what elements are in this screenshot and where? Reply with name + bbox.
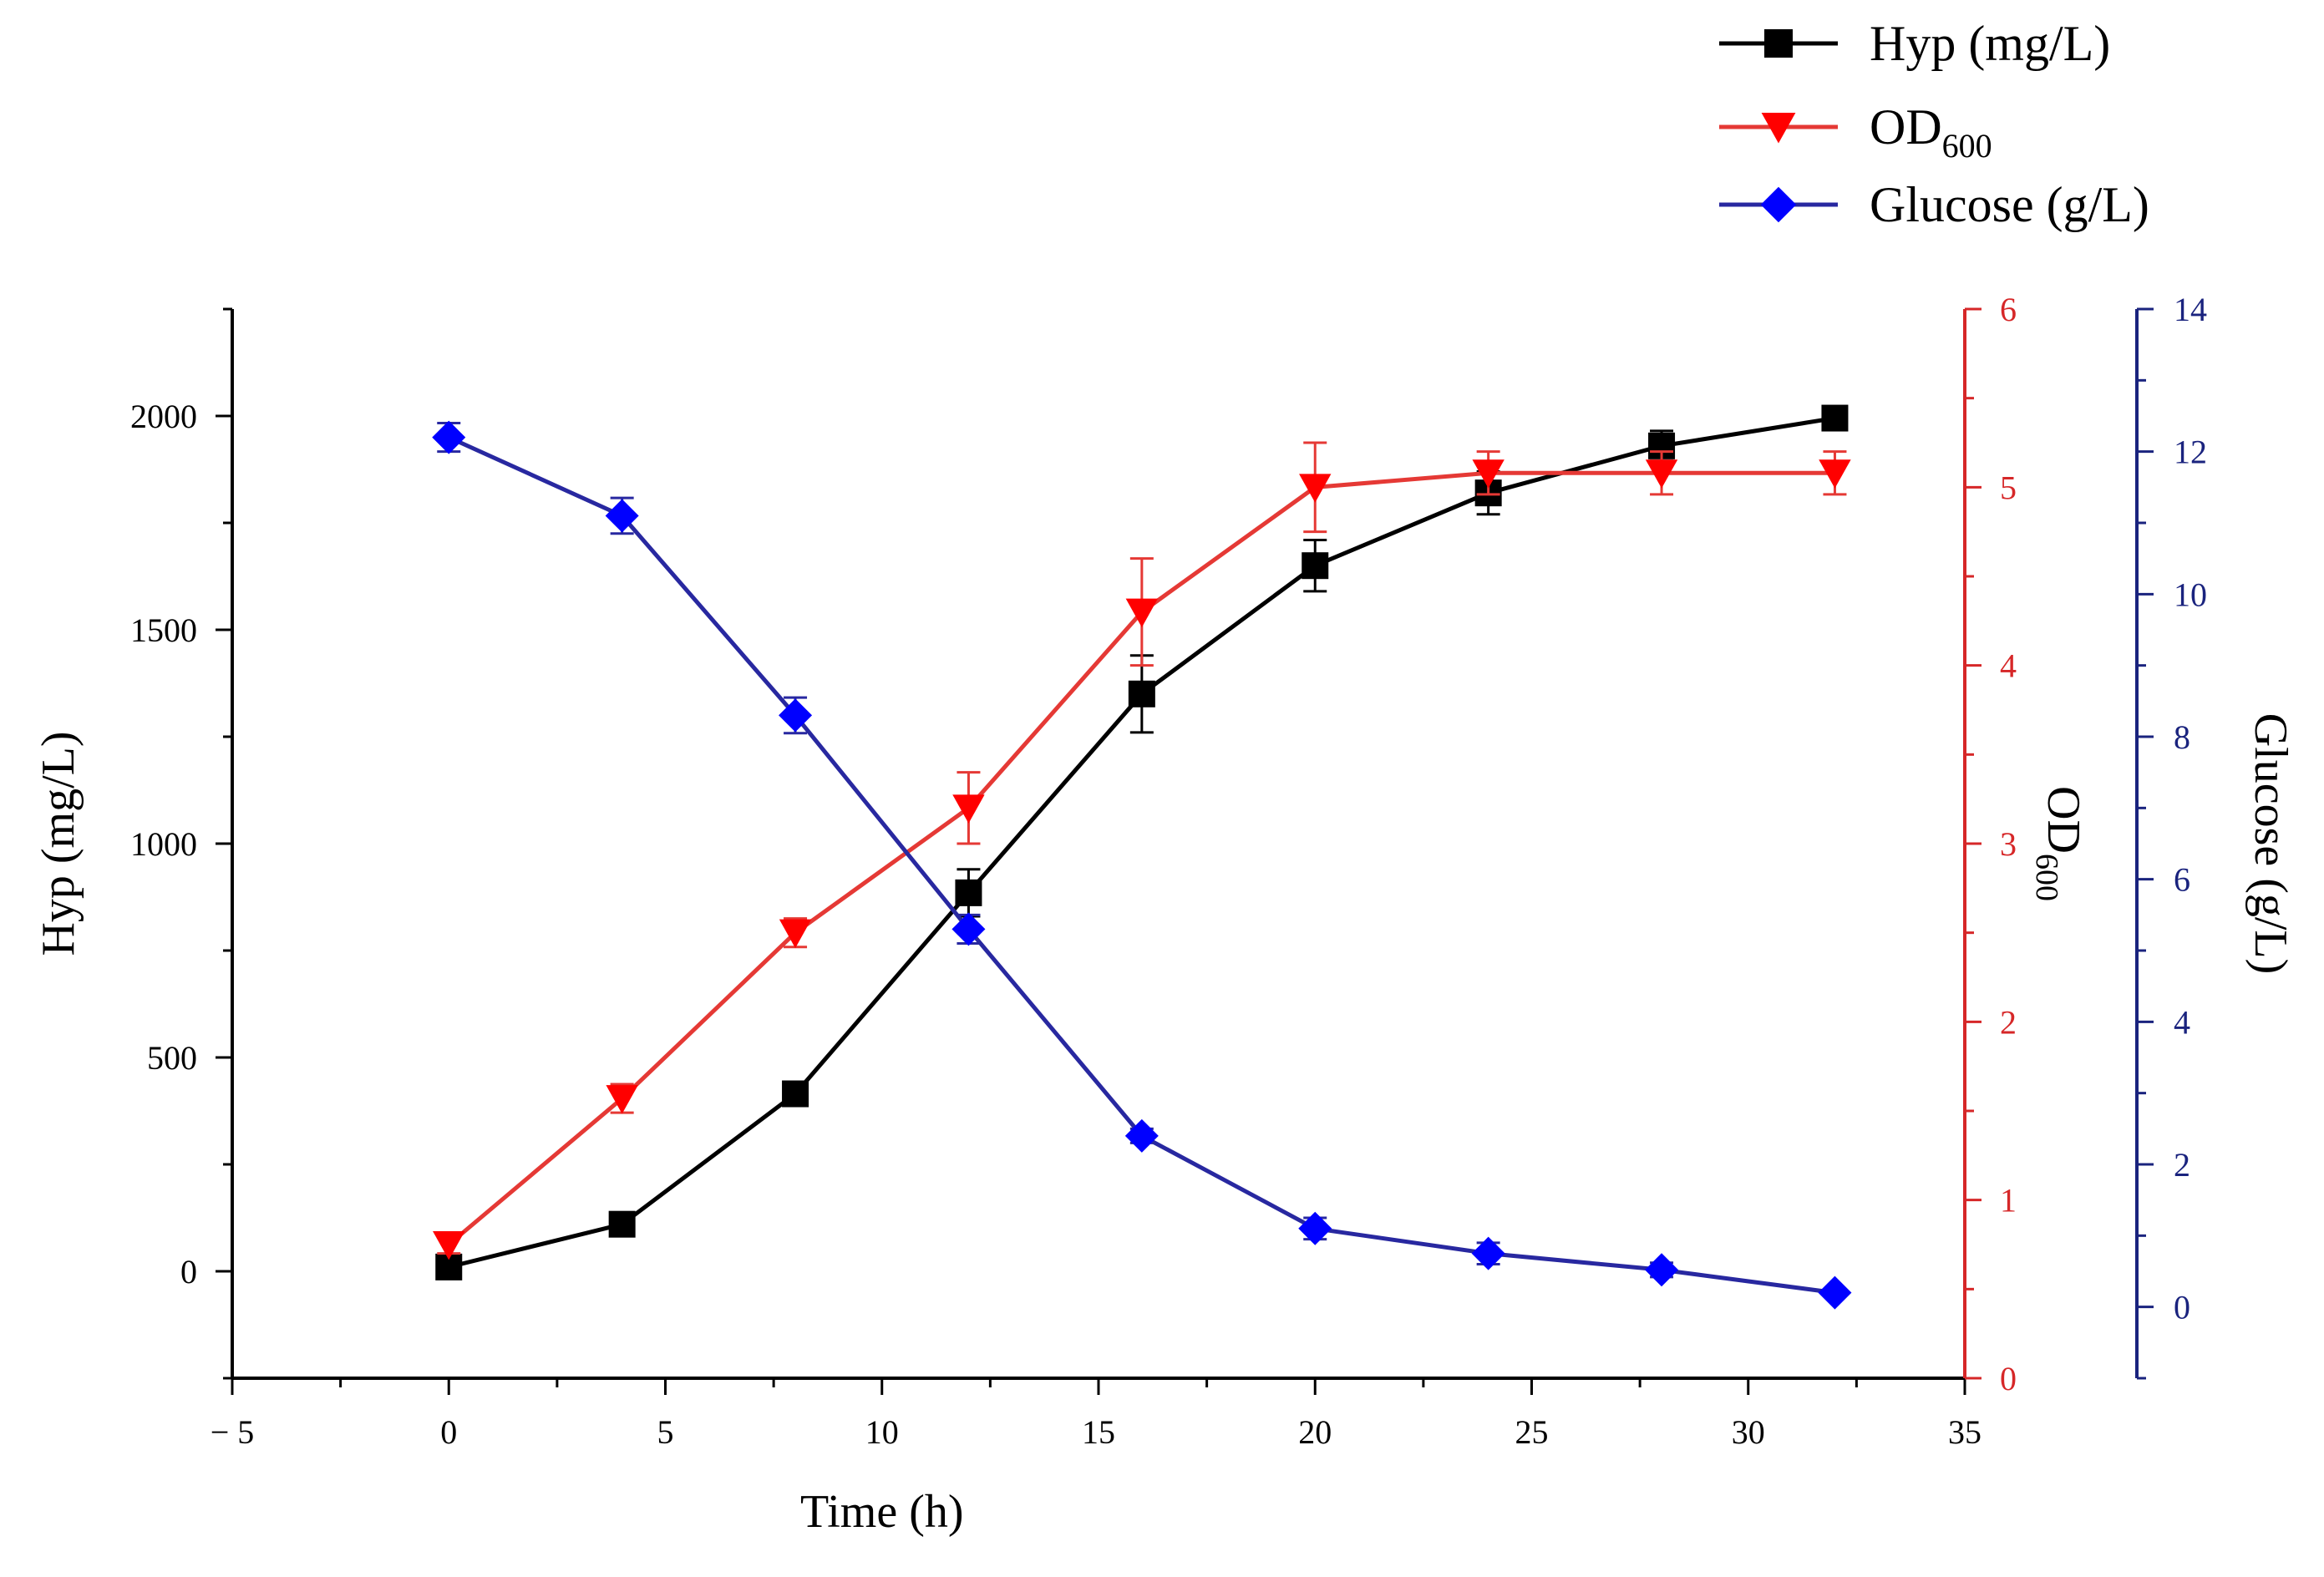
- data-point: [1645, 459, 1678, 489]
- data-point: [1472, 459, 1505, 489]
- legend-marker: [1764, 29, 1793, 58]
- y-right2-tick-label: 14: [2174, 291, 2207, 328]
- x-tick-label: 10: [865, 1413, 899, 1451]
- data-point: [1645, 1253, 1679, 1287]
- data-point: [433, 1231, 465, 1260]
- legend-entry: OD600: [1719, 99, 1992, 165]
- y-right1-tick-label: 5: [2000, 469, 2017, 506]
- y-left-tick-label: 1000: [130, 825, 197, 863]
- series-right1: [433, 441, 1851, 1260]
- data-point: [606, 1085, 638, 1114]
- y-right1-tick-label: 0: [2000, 1360, 2017, 1397]
- data-point: [779, 919, 812, 949]
- data-point: [1302, 552, 1329, 580]
- y-left-tick-label: 0: [180, 1253, 197, 1291]
- legend-entry: Glucose (g/L): [1719, 177, 2149, 232]
- data-point: [782, 1080, 809, 1108]
- data-point: [1471, 1236, 1505, 1270]
- data-point: [1128, 680, 1155, 707]
- y-right1-tick-label: 6: [2000, 291, 2017, 328]
- legend-entry: Hyp (mg/L): [1719, 16, 2110, 71]
- y-right1-tick-label: 2: [2000, 1003, 2017, 1041]
- x-tick-label: 35: [1948, 1413, 1981, 1451]
- y-right2-tick-label: 8: [2174, 718, 2190, 756]
- data-point: [1298, 1211, 1332, 1245]
- y-right2-tick-label: 6: [2174, 861, 2190, 899]
- data-point: [605, 499, 639, 533]
- x-tick-label: − 5: [211, 1413, 255, 1451]
- x-tick-label: 25: [1515, 1413, 1549, 1451]
- y-left-tick-label: 500: [147, 1039, 197, 1077]
- legend-marker: [1760, 186, 1797, 223]
- data-point: [779, 698, 813, 733]
- y-left-axis-title: Hyp (mg/L): [33, 731, 84, 956]
- legend-label: Hyp (mg/L): [1870, 16, 2110, 71]
- series-right2: [432, 420, 1852, 1310]
- data-point: [608, 1210, 636, 1238]
- x-tick-label: 30: [1732, 1413, 1765, 1451]
- data-point: [951, 912, 986, 946]
- y-right1-tick-label: 1: [2000, 1182, 2017, 1220]
- legend: Hyp (mg/L) OD600 Glucose (g/L): [1719, 16, 2149, 232]
- data-point: [1124, 1118, 1159, 1153]
- data-point: [1299, 474, 1332, 503]
- data-point: [1821, 404, 1849, 432]
- x-tick-label: 5: [657, 1413, 674, 1451]
- y-right2-tick-label: 2: [2174, 1146, 2190, 1184]
- y-right1-axis-title: OD600: [2029, 786, 2089, 901]
- legend-label: Glucose (g/L): [1870, 177, 2149, 232]
- y-right1-tick-label: 3: [2000, 825, 2017, 863]
- data-point: [955, 879, 982, 906]
- data-point: [1818, 1275, 1852, 1310]
- data-point: [1819, 459, 1851, 489]
- series-left: [435, 404, 1849, 1280]
- y-left-tick-label: 2000: [130, 398, 197, 435]
- y-right2-tick-label: 4: [2174, 1003, 2190, 1041]
- y-right1-tick-label: 4: [2000, 647, 2017, 685]
- legend-label: OD600: [1870, 99, 1992, 165]
- y-left-tick-label: 1500: [130, 611, 197, 649]
- x-tick-label: 20: [1298, 1413, 1332, 1451]
- series: [432, 404, 1852, 1310]
- y-right2-axis-title: Glucose (g/L): [2245, 713, 2296, 975]
- data-point: [1125, 598, 1159, 628]
- data-point: [432, 420, 466, 454]
- legend-marker: [1761, 113, 1796, 144]
- data-point: [952, 794, 985, 824]
- x-tick-label: 0: [440, 1413, 457, 1451]
- y-right2-tick-label: 10: [2174, 576, 2207, 613]
- x-tick-label: 15: [1082, 1413, 1115, 1451]
- x-axis-title: Time (h): [800, 1486, 964, 1538]
- y-right2-tick-label: 0: [2174, 1289, 2190, 1326]
- y-right2-tick-label: 12: [2174, 434, 2207, 471]
